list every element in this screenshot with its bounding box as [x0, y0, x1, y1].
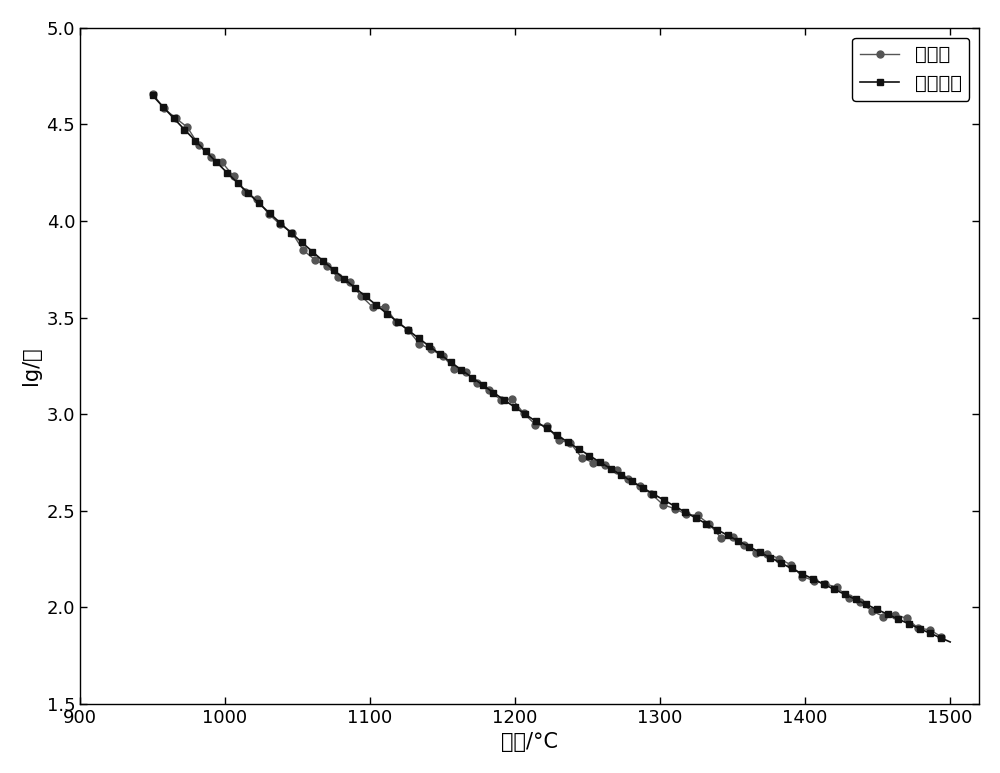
X-axis label: 温度/°C: 温度/°C [501, 732, 558, 752]
模拟物 [599, 460, 611, 469]
模拟物 [402, 325, 414, 334]
模拟物 [205, 152, 217, 162]
钒钙玻璃 [944, 637, 956, 646]
钒钙玻璃 [147, 90, 159, 100]
Line: 模拟物: 模拟物 [149, 90, 945, 640]
模拟物 [297, 246, 309, 255]
钒钙玻璃 [507, 402, 519, 411]
Legend: 模拟物, 钒钙玻璃: 模拟物, 钒钙玻璃 [852, 38, 969, 100]
钒钙玻璃 [747, 544, 759, 553]
Y-axis label: lg/泊: lg/泊 [21, 346, 41, 385]
模拟物 [935, 632, 947, 642]
模拟物 [413, 339, 425, 349]
钒钙玻璃 [679, 507, 691, 516]
钒钙玻璃 [617, 472, 629, 481]
模拟物 [147, 89, 159, 98]
模拟物 [251, 195, 263, 204]
Line: 钒钙玻璃: 钒钙玻璃 [150, 93, 953, 645]
钒钙玻璃 [352, 285, 364, 295]
钒钙玻璃 [288, 230, 300, 240]
